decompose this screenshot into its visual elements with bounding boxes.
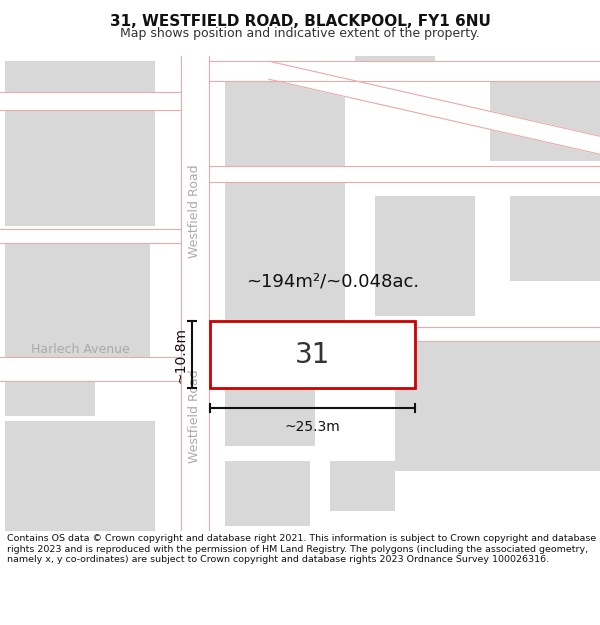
- Bar: [5, 369, 95, 416]
- Bar: [210, 321, 415, 388]
- Bar: [225, 66, 345, 176]
- Bar: [210, 321, 415, 388]
- Text: ~10.8m: ~10.8m: [174, 327, 188, 382]
- Bar: [0, 92, 181, 110]
- Bar: [375, 196, 475, 316]
- Bar: [209, 61, 600, 81]
- Bar: [0, 229, 181, 243]
- Bar: [181, 56, 209, 531]
- Bar: [225, 461, 310, 526]
- Text: ~25.3m: ~25.3m: [284, 420, 340, 434]
- Text: Westfield Road: Westfield Road: [188, 369, 202, 463]
- Text: Harlech Avenue: Harlech Avenue: [31, 342, 130, 356]
- Text: Map shows position and indicative extent of the property.: Map shows position and indicative extent…: [120, 28, 480, 41]
- Bar: [5, 466, 155, 556]
- Bar: [5, 61, 155, 226]
- Bar: [330, 461, 395, 511]
- Bar: [0, 357, 181, 381]
- Bar: [225, 176, 345, 326]
- Bar: [510, 196, 600, 281]
- Bar: [225, 386, 315, 446]
- Bar: [209, 166, 600, 182]
- Bar: [5, 241, 150, 361]
- Bar: [490, 61, 600, 161]
- Bar: [5, 421, 155, 531]
- Text: 31, WESTFIELD ROAD, BLACKPOOL, FY1 6NU: 31, WESTFIELD ROAD, BLACKPOOL, FY1 6NU: [110, 14, 490, 29]
- Bar: [209, 328, 600, 341]
- Text: Westfield Road: Westfield Road: [188, 164, 202, 258]
- Bar: [355, 11, 435, 66]
- Text: Contains OS data © Crown copyright and database right 2021. This information is : Contains OS data © Crown copyright and d…: [7, 534, 596, 564]
- Polygon shape: [269, 61, 600, 154]
- Bar: [395, 336, 600, 471]
- Text: ~194m²/~0.048ac.: ~194m²/~0.048ac.: [246, 272, 419, 290]
- Text: 31: 31: [295, 341, 330, 369]
